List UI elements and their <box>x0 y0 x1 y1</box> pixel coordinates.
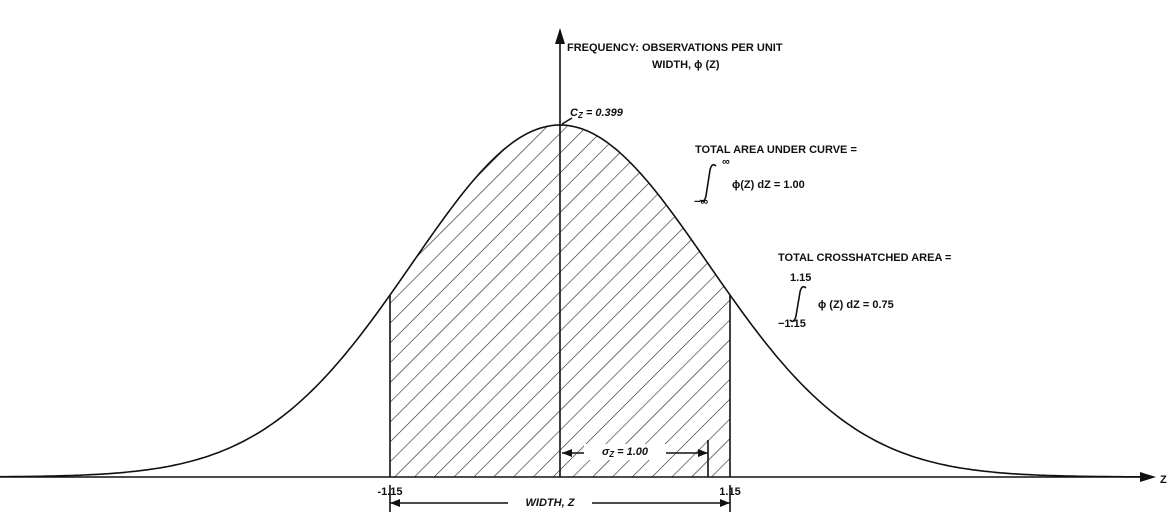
normal-curve <box>0 124 1140 478</box>
y-axis-label: WIDTH, ϕ (Z) <box>652 59 720 71</box>
x-arrow <box>1140 472 1156 482</box>
y-axis-label: FREQUENCY: OBSERVATIONS PER UNIT <box>567 42 783 54</box>
upper-limit: 1.15 <box>790 272 811 284</box>
x-axis-label: Z <box>1160 474 1167 486</box>
label-bg <box>584 444 666 460</box>
area-expression: ϕ (Z) dZ = 0.75 <box>818 299 894 311</box>
upper-limit: ∞ <box>722 156 730 168</box>
integral <box>699 163 717 203</box>
lower-limit: −∞ <box>694 196 708 208</box>
label-bg <box>508 495 592 511</box>
y-arrow <box>555 28 565 44</box>
area-title: TOTAL AREA UNDER CURVE = <box>695 144 857 156</box>
peak-label: CZ = 0.399 <box>570 107 624 120</box>
leader <box>561 117 573 125</box>
lower-limit: −1.15 <box>778 318 806 330</box>
integral <box>789 285 807 323</box>
area-title: TOTAL CROSSHATCHED AREA = <box>778 252 951 264</box>
area-expression: ϕ(Z) dZ = 1.00 <box>732 179 805 191</box>
width-label: WIDTH, Z <box>526 497 576 509</box>
sigma-label: σZ = 1.00 <box>602 446 649 459</box>
